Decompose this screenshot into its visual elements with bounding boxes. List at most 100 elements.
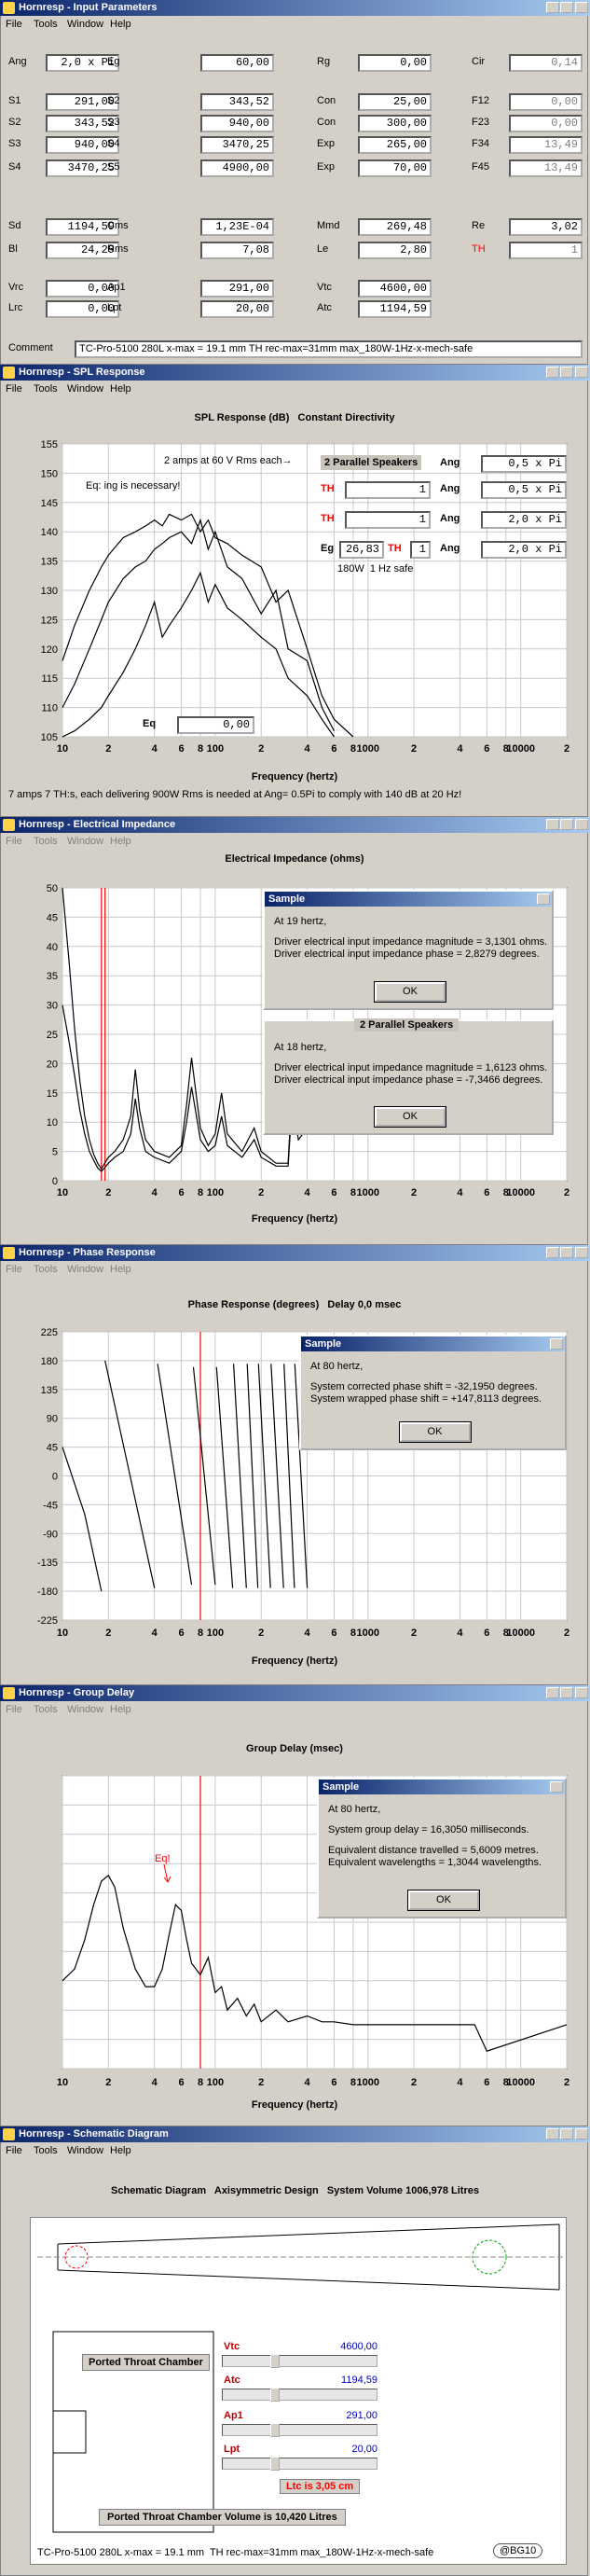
menu-item[interactable]: Window xyxy=(67,1704,104,1715)
param-field[interactable]: 24,29 xyxy=(46,242,119,259)
param-field[interactable]: 2,80 xyxy=(358,242,432,259)
param-field[interactable]: 0,14 xyxy=(509,54,583,72)
window-button[interactable] xyxy=(575,2128,588,2140)
window-button[interactable] xyxy=(560,2,573,13)
param-field[interactable]: 0,00 xyxy=(509,93,583,111)
param-field[interactable]: 291,00 xyxy=(46,93,119,111)
slider-track[interactable] xyxy=(222,2355,377,2367)
menu-item[interactable]: File xyxy=(6,383,22,395)
window-button[interactable] xyxy=(546,1247,559,1258)
param-field[interactable]: 3470,25 xyxy=(46,159,119,177)
menu-item[interactable]: Window xyxy=(67,383,104,395)
window-button[interactable] xyxy=(560,367,573,378)
slider-thumb[interactable] xyxy=(270,2457,280,2471)
menu-item[interactable]: File xyxy=(6,836,22,847)
window-button[interactable] xyxy=(546,367,559,378)
menu-item[interactable]: Tools xyxy=(34,2145,58,2156)
param-field[interactable]: 300,00 xyxy=(358,115,432,132)
param-field[interactable]: 13,49 xyxy=(509,159,583,177)
menu-item[interactable]: Help xyxy=(110,1704,131,1715)
param-field[interactable]: 3470,25 xyxy=(200,136,274,154)
param-field[interactable]: 1194,59 xyxy=(46,218,119,236)
panel-field[interactable]: 1 xyxy=(345,511,431,529)
param-field[interactable]: 343,52 xyxy=(46,115,119,132)
param-field[interactable]: 60,00 xyxy=(200,54,274,72)
window-button[interactable] xyxy=(546,2,559,13)
menu-item[interactable]: Help xyxy=(110,19,131,30)
ok-button[interactable]: OK xyxy=(374,1106,446,1128)
slider-thumb[interactable] xyxy=(270,2423,280,2437)
param-field[interactable]: 3,02 xyxy=(509,218,583,236)
menu-item[interactable]: Help xyxy=(110,836,131,847)
eq-field[interactable]: 0,00 xyxy=(177,716,254,734)
slider-thumb[interactable] xyxy=(270,2388,280,2402)
menu-item[interactable]: Window xyxy=(67,19,104,30)
window-button[interactable] xyxy=(546,819,559,830)
window-button[interactable] xyxy=(560,1687,573,1698)
menu-item[interactable]: Tools xyxy=(34,19,58,30)
param-field[interactable]: 265,00 xyxy=(358,136,432,154)
panel-field[interactable]: 0,5 x Pi xyxy=(481,481,567,499)
slider-thumb[interactable] xyxy=(270,2354,280,2368)
dialog-close[interactable] xyxy=(537,893,550,905)
param-field[interactable]: 4900,00 xyxy=(200,159,274,177)
panel-field[interactable]: 1 xyxy=(345,481,431,499)
menu-item[interactable]: Window xyxy=(67,1264,104,1275)
panel-field[interactable]: 2,0 x Pi xyxy=(481,511,567,529)
param-field[interactable]: 940,00 xyxy=(200,115,274,132)
param-field[interactable]: 1,23E-04 xyxy=(200,218,274,236)
window-button[interactable] xyxy=(546,1687,559,1698)
menu-item[interactable]: File xyxy=(6,2145,22,2156)
panel-field[interactable]: 2,0 x Pi xyxy=(481,541,567,559)
ok-button[interactable]: OK xyxy=(374,981,446,1003)
window-button[interactable] xyxy=(546,2128,559,2140)
slider-track[interactable] xyxy=(222,2389,377,2401)
panel-field[interactable]: 26,83 xyxy=(339,541,384,559)
param-field[interactable]: 4600,00 xyxy=(358,280,432,298)
menu-item[interactable]: Window xyxy=(67,836,104,847)
menu-item[interactable]: Tools xyxy=(34,383,58,395)
param-field[interactable]: 20,00 xyxy=(200,300,274,318)
window-button[interactable] xyxy=(560,819,573,830)
ok-button[interactable]: OK xyxy=(407,1890,480,1911)
menu-item[interactable]: File xyxy=(6,1264,22,1275)
menu-item[interactable]: File xyxy=(6,1704,22,1715)
comment-field[interactable]: TC-Pro-5100 280L x-max = 19.1 mm TH rec-… xyxy=(75,340,583,358)
panel-field[interactable]: 0,5 x Pi xyxy=(481,455,567,473)
slider-track[interactable] xyxy=(222,2458,377,2470)
ok-button[interactable]: OK xyxy=(398,1421,472,1443)
param-field[interactable]: 291,00 xyxy=(200,280,274,298)
window-button[interactable] xyxy=(575,1687,588,1698)
menu-item[interactable]: Help xyxy=(110,1264,131,1275)
menu-item[interactable]: Tools xyxy=(34,836,58,847)
param-field[interactable]: 0,00 xyxy=(358,54,432,72)
window-button[interactable] xyxy=(575,367,588,378)
param-field[interactable]: 343,52 xyxy=(200,93,274,111)
menu-item[interactable]: Tools xyxy=(34,1704,58,1715)
param-field[interactable]: 7,08 xyxy=(200,242,274,259)
menu-item[interactable]: Window xyxy=(67,2145,104,2156)
menu-item[interactable]: Help xyxy=(110,383,131,395)
param-field[interactable]: 269,48 xyxy=(358,218,432,236)
param-field[interactable]: 1 xyxy=(509,242,583,259)
dialog-close[interactable] xyxy=(550,1338,563,1350)
param-field[interactable]: 1194,59 xyxy=(358,300,432,318)
param-field[interactable]: 0,00 xyxy=(46,300,119,318)
param-field[interactable]: 25,00 xyxy=(358,93,432,111)
window-button[interactable] xyxy=(560,2128,573,2140)
window-button[interactable] xyxy=(560,1247,573,1258)
param-field[interactable]: 13,49 xyxy=(509,136,583,154)
window-button[interactable] xyxy=(575,1247,588,1258)
param-field[interactable]: 2,0 x Pi xyxy=(46,54,119,72)
dialog-close[interactable] xyxy=(550,1781,563,1793)
window-button[interactable] xyxy=(575,819,588,830)
panel-field[interactable]: 1 xyxy=(410,541,431,559)
param-field[interactable]: 0,00 xyxy=(509,115,583,132)
window-button[interactable] xyxy=(575,2,588,13)
param-field[interactable]: 0,00 xyxy=(46,280,119,298)
menu-item[interactable]: Tools xyxy=(34,1264,58,1275)
menu-item[interactable]: Help xyxy=(110,2145,131,2156)
menu-item[interactable]: File xyxy=(6,19,22,30)
param-field[interactable]: 940,00 xyxy=(46,136,119,154)
slider-track[interactable] xyxy=(222,2424,377,2436)
